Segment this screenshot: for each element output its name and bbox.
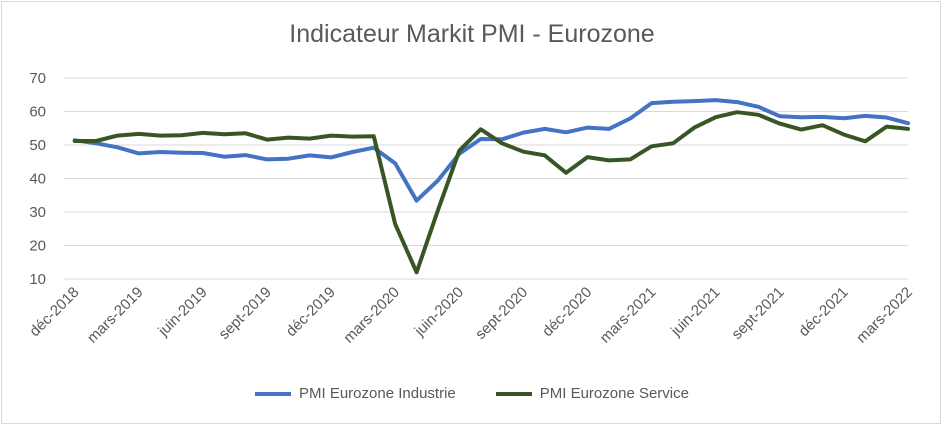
x-tick-label: déc-2021 (795, 284, 851, 340)
x-tick-label: juin-2019 (154, 284, 210, 340)
series-line-industrie (72, 98, 910, 203)
y-tick-label: 60 (29, 104, 46, 121)
x-tick-label: déc-2020 (539, 284, 595, 340)
legend-label-service: PMI Eurozone Service (539, 385, 689, 402)
x-tick-label: mars-2022 (853, 284, 916, 347)
y-tick-label: 10 (29, 271, 46, 288)
legend-swatch-industrie (255, 391, 291, 396)
x-tick-label: déc-2018 (26, 284, 82, 340)
x-tick-label: déc-2019 (283, 284, 339, 340)
x-tick-label: sept-2019 (216, 284, 275, 343)
gridlines (64, 77, 908, 280)
y-tick-label: 40 (29, 171, 46, 188)
legend-item-industrie: PMI Eurozone Industrie (255, 385, 456, 402)
y-tick-label: 70 (29, 70, 46, 87)
x-axis-ticks: déc-2018 mars-2019 juin-2019 sept-2019 déc-2… (26, 284, 916, 347)
y-tick-label: 50 (29, 137, 46, 154)
legend-label-industrie: PMI Eurozone Industrie (299, 385, 456, 402)
x-tick-label: sept-2021 (728, 284, 787, 343)
x-tick-label: juin-2021 (667, 284, 723, 340)
y-tick-label: 30 (29, 204, 46, 221)
series-line-service (72, 110, 910, 275)
series-lines (72, 98, 910, 275)
x-tick-label: mars-2019 (84, 284, 147, 347)
legend-swatch-service (495, 391, 532, 396)
legend: PMI Eurozone Industrie PMI Eurozone Serv… (0, 385, 944, 402)
chart-title: Indicateur Markit PMI - Eurozone (289, 20, 655, 48)
y-axis-ticks: 10 20 30 40 50 60 70 (29, 70, 46, 288)
x-tick-label: mars-2021 (597, 284, 660, 347)
legend-item-service: PMI Eurozone Service (495, 385, 689, 402)
x-tick-label: juin-2020 (411, 284, 467, 340)
y-tick-label: 20 (29, 238, 46, 255)
x-tick-label: sept-2020 (472, 284, 531, 343)
x-tick-label: mars-2020 (340, 284, 403, 347)
